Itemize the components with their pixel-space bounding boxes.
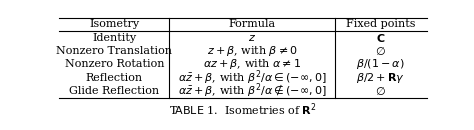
- Text: $\beta/(1-\alpha)$: $\beta/(1-\alpha)$: [356, 57, 405, 71]
- Text: $\alpha\bar{z} + \beta$, with $\beta^2/\alpha \in (-\infty, 0]$: $\alpha\bar{z} + \beta$, with $\beta^2/\…: [178, 68, 327, 87]
- Text: $\emptyset$: $\emptyset$: [375, 45, 386, 57]
- Text: $\alpha\bar{z} + \beta$, with $\beta^2/\alpha \notin (-\infty, 0]$: $\alpha\bar{z} + \beta$, with $\beta^2/\…: [178, 82, 327, 100]
- Text: $z$: $z$: [248, 33, 256, 43]
- Text: Fixed points: Fixed points: [346, 19, 415, 29]
- Text: T$\!\mathrm{ABLE}$ 1.  Isometries of $\mathbf{R}^2$: T$\!\mathrm{ABLE}$ 1. Isometries of $\ma…: [169, 101, 317, 118]
- Text: Isometry: Isometry: [89, 19, 139, 29]
- Text: $\beta/2 + \mathbf{R}\gamma$: $\beta/2 + \mathbf{R}\gamma$: [356, 71, 405, 85]
- Text: $\alpha z + \beta$, with $\alpha \neq 1$: $\alpha z + \beta$, with $\alpha \neq 1$: [203, 57, 301, 71]
- Text: $z + \beta$, with $\beta \neq 0$: $z + \beta$, with $\beta \neq 0$: [207, 44, 298, 58]
- Text: Nonzero Rotation: Nonzero Rotation: [64, 59, 164, 69]
- Text: Glide Reflection: Glide Reflection: [69, 86, 159, 96]
- Text: $\mathbf{C}$: $\mathbf{C}$: [376, 32, 385, 44]
- Text: Identity: Identity: [92, 33, 137, 43]
- Text: Formula: Formula: [228, 19, 276, 29]
- Text: Nonzero Translation: Nonzero Translation: [56, 46, 173, 56]
- Text: $\emptyset$: $\emptyset$: [375, 85, 386, 97]
- Text: Reflection: Reflection: [86, 73, 143, 83]
